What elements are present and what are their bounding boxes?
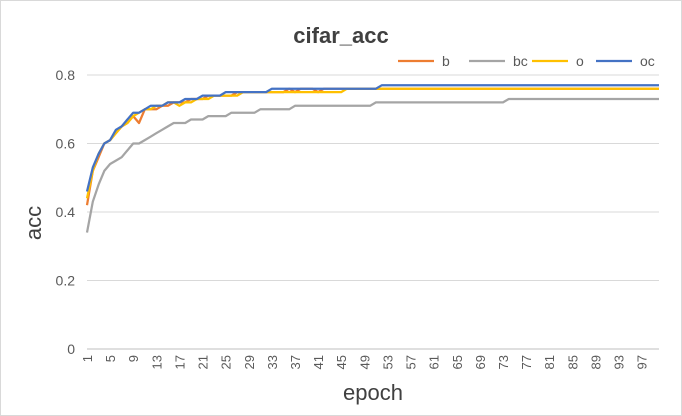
legend-label-b: b (442, 53, 450, 69)
x-tick-label: 1 (80, 355, 95, 362)
legend-label-bc: bc (513, 53, 528, 69)
series-lines (85, 84, 659, 233)
x-tick-label: 73 (496, 355, 511, 369)
x-axis-label: epoch (343, 380, 403, 405)
x-tick-label: 77 (519, 355, 534, 369)
series-line-b (85, 87, 659, 206)
x-tick-label: 49 (357, 355, 372, 369)
x-tick-label: 21 (196, 355, 211, 369)
legend-label-o: o (576, 53, 584, 69)
series-line-bc (85, 97, 659, 233)
x-tick-label: 69 (473, 355, 488, 369)
y-axis-label: acc (21, 206, 46, 240)
gridlines (87, 74, 659, 350)
x-tick-label: 53 (380, 355, 395, 369)
x-tick-label: 5 (103, 355, 118, 362)
y-tick-label: 0.8 (56, 67, 76, 83)
x-tick-label: 97 (635, 355, 650, 369)
x-tick-label: 33 (265, 355, 280, 369)
x-tick-label: 13 (149, 355, 164, 369)
x-tick-label: 37 (288, 355, 303, 369)
y-tick-label: 0.6 (56, 136, 76, 152)
x-tick-label: 81 (542, 355, 557, 369)
y-tick-label: 0 (67, 341, 75, 357)
x-tick-label: 65 (450, 355, 465, 369)
chart-title: cifar_acc (293, 23, 388, 48)
x-tick-label: 29 (242, 355, 257, 369)
x-tick-label: 45 (334, 355, 349, 369)
series-line-oc (85, 84, 659, 192)
x-tick-label: 41 (311, 355, 326, 369)
x-tick-label: 89 (588, 355, 603, 369)
y-axis-ticks: 0 0.2 0.4 0.6 0.8 (56, 67, 76, 357)
x-tick-label: 93 (612, 355, 627, 369)
x-tick-label: 25 (219, 355, 234, 369)
x-tick-label: 9 (126, 355, 141, 362)
x-tick-label: 85 (565, 355, 580, 369)
y-tick-label: 0.4 (56, 204, 76, 220)
x-axis-ticks: 1 5 9 13 17 21 25 29 33 37 41 45 49 53 57 61 65 69 73 77 81 8… (80, 355, 650, 369)
legend: b bc o oc (398, 53, 655, 69)
x-tick-label: 57 (404, 355, 419, 369)
x-tick-label: 17 (172, 355, 187, 369)
y-tick-label: 0.2 (56, 273, 76, 289)
x-tick-label: 61 (427, 355, 442, 369)
legend-label-oc: oc (640, 53, 655, 69)
